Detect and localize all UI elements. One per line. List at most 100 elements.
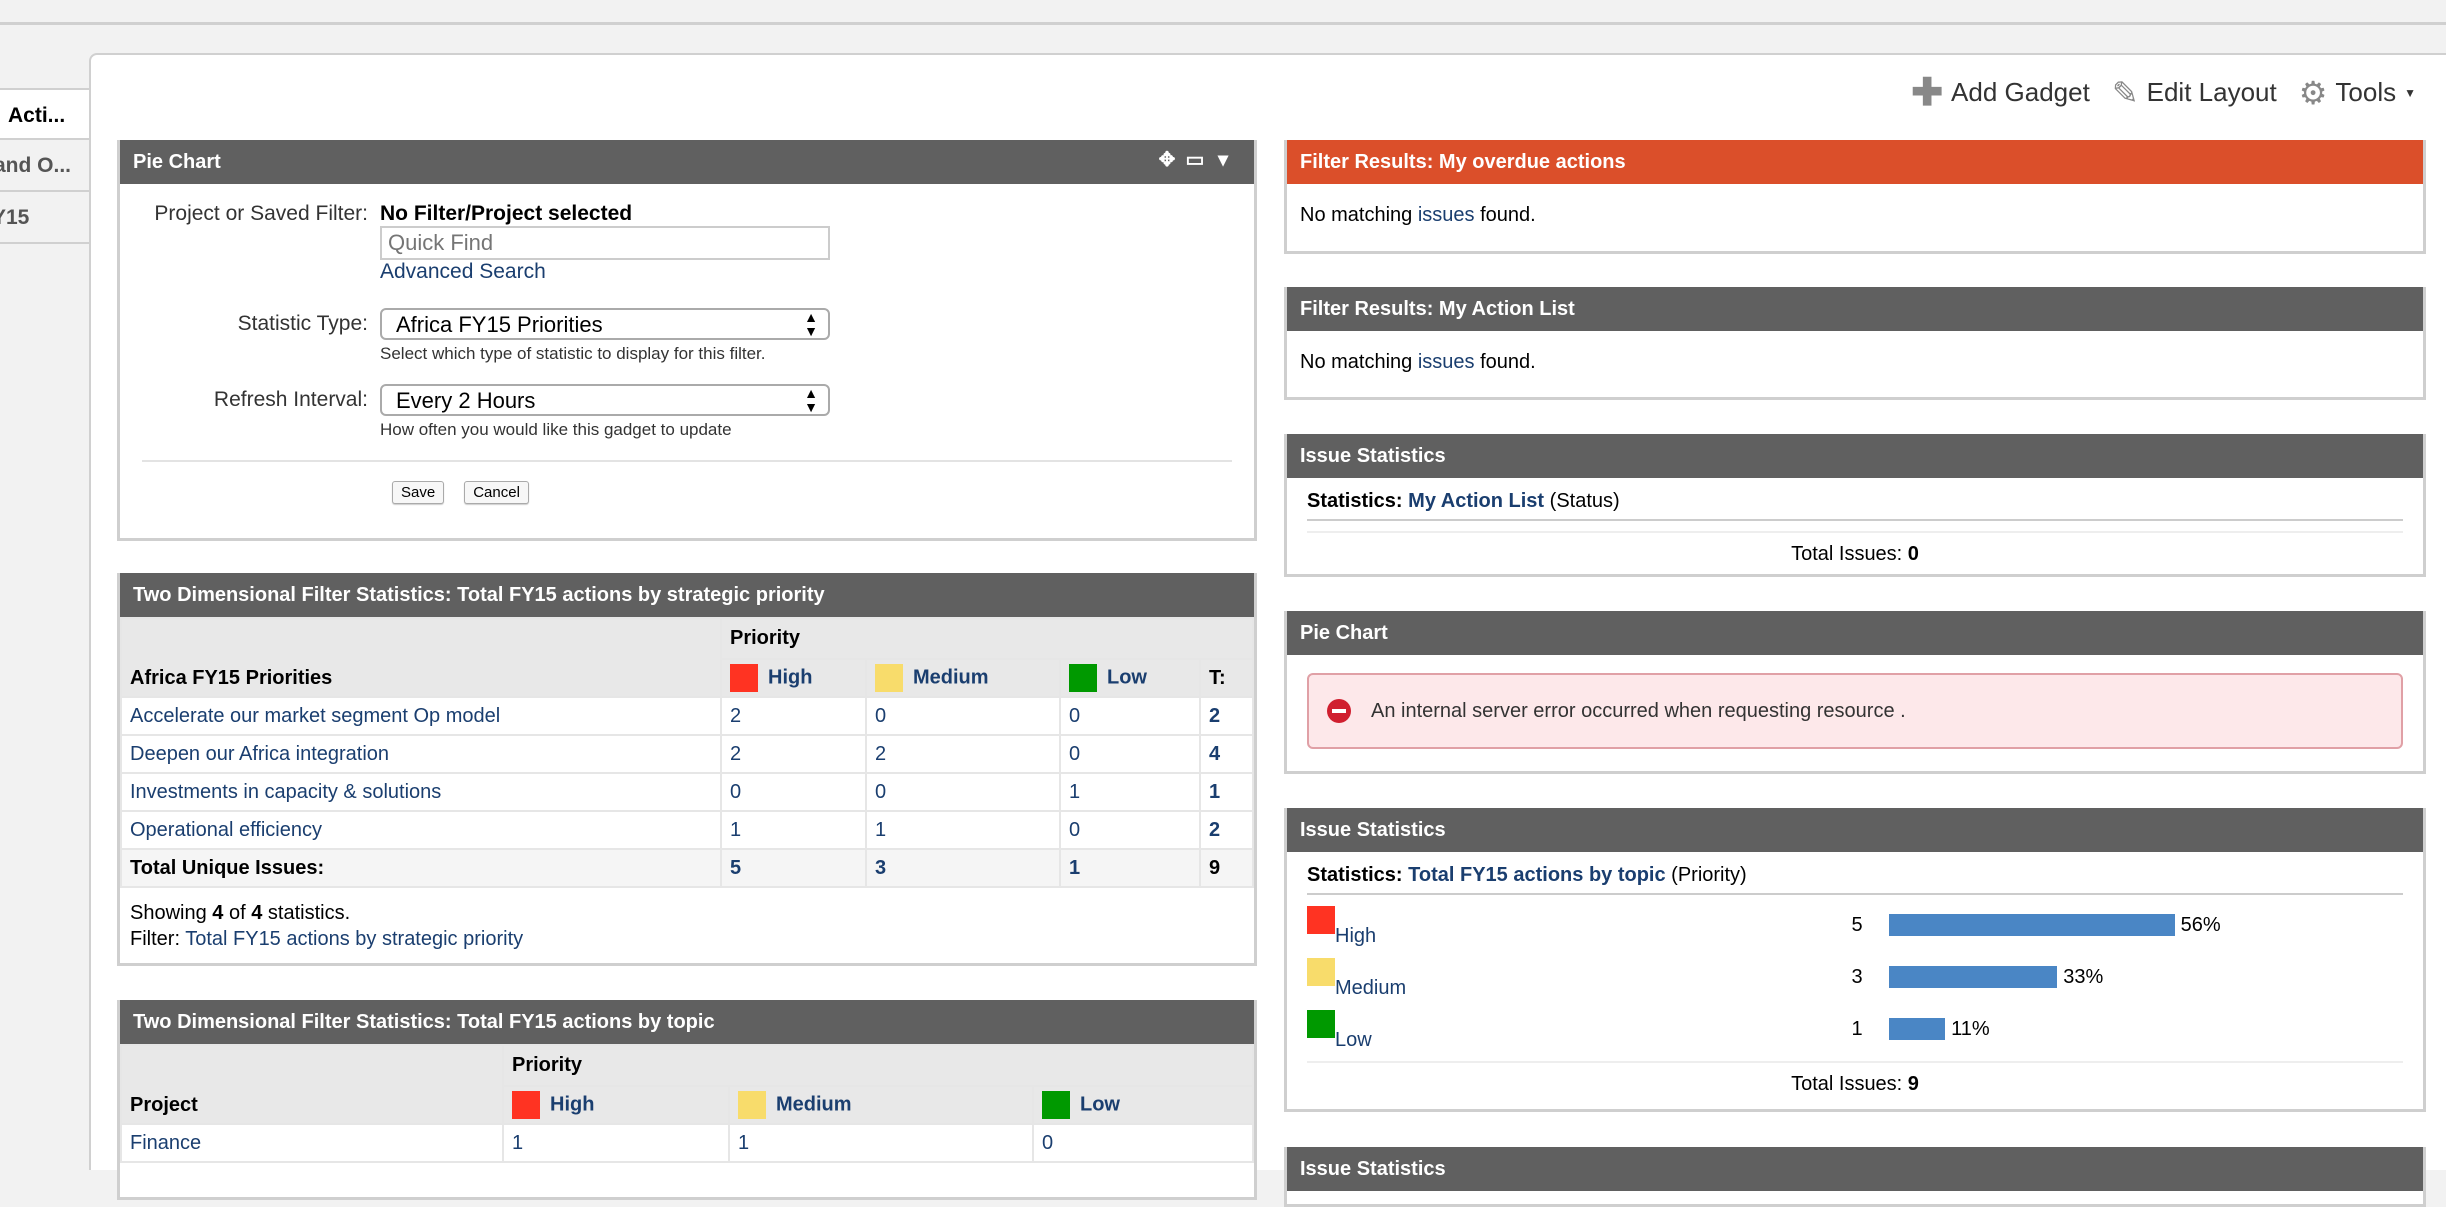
project-label: Project or Saved Filter: (154, 202, 368, 225)
col-high[interactable]: High (502, 1085, 730, 1125)
menu-dropdown-icon[interactable]: ▾ (1217, 149, 1229, 171)
cell-value[interactable]: 4 (1199, 734, 1254, 774)
two-dimensional-stats-topic-gadget: Two Dimensional Filter Statistics: Total… (117, 1000, 1257, 1200)
total-issues: Total Issues: 9 (1307, 1061, 2403, 1106)
priority-link[interactable]: Medium (1335, 977, 1407, 999)
quick-find-input[interactable] (380, 226, 830, 260)
cell-value[interactable]: 0 (1032, 1123, 1254, 1163)
no-results-message: No matching issues found. (1300, 204, 1536, 226)
tab-actions[interactable]: Acti... (0, 88, 93, 140)
project-value: No Filter/Project selected (380, 202, 633, 225)
row-label[interactable]: Accelerate our market segment Op model (120, 696, 722, 736)
gadget-header: Filter Results: My Action List (1287, 287, 2423, 331)
row-label-link[interactable]: Accelerate our market segment Op model (130, 704, 501, 727)
cell-value[interactable]: 0 (1059, 734, 1201, 774)
issue-statistics-priority-gadget: Issue Statistics Statistics: Total FY15 … (1284, 808, 2426, 1112)
row-header: Africa FY15 Priorities (120, 617, 722, 698)
stat-count: 3 (1851, 965, 1863, 988)
col-high[interactable]: High (720, 658, 867, 698)
edit-layout-label: Edit Layout (2146, 77, 2277, 107)
cell-value[interactable]: 0 (720, 772, 867, 812)
cell-value[interactable]: 2 (865, 734, 1061, 774)
row-label-link[interactable]: Investments in capacity & solutions (130, 780, 442, 803)
high-swatch (730, 664, 758, 692)
col-low[interactable]: Low (1032, 1085, 1254, 1125)
priority-link[interactable]: Low (1335, 1029, 1372, 1051)
row-label[interactable]: Operational efficiency (120, 810, 722, 850)
total-value[interactable]: 5 (720, 848, 867, 888)
row-label-link[interactable]: Finance (130, 1131, 202, 1154)
col-medium-link[interactable]: Medium (776, 1093, 852, 1116)
move-icon[interactable]: ✥ (1158, 149, 1176, 171)
cell-value[interactable]: 1 (865, 810, 1061, 850)
cell-value[interactable]: 1 (728, 1123, 1034, 1163)
row-label-link[interactable]: Deepen our Africa integration (130, 742, 390, 765)
tools-label: Tools (2335, 77, 2397, 107)
statistic-type-value: Africa FY15 Priorities (396, 312, 603, 337)
total-value[interactable]: 1 (1059, 848, 1201, 888)
cell-value[interactable]: 1 (720, 810, 867, 850)
issues-link[interactable]: issues (1417, 351, 1475, 373)
stats-table: Africa FY15 Priorities Priority High Medi… (120, 617, 1254, 888)
edit-layout-button[interactable]: ✎ Edit Layout (2112, 74, 2277, 112)
refresh-interval-select[interactable]: Every 2 Hours ▲ ▼ (380, 384, 830, 416)
filter-text: Filter: Total FY15 actions by strategic … (130, 928, 524, 950)
pie-chart-config-gadget: Pie Chart ✥ ▭ ▾ Project or Saved Filter: N… (117, 140, 1257, 541)
gear-icon: ⚙ (2298, 74, 2328, 111)
cell-value[interactable]: 0 (865, 772, 1061, 812)
col-low[interactable]: Low (1059, 658, 1201, 698)
statistic-type-select[interactable]: Africa FY15 Priorities ▲ ▼ (380, 308, 830, 340)
cell-value[interactable]: 2 (1199, 696, 1254, 736)
group-header: Priority (502, 1044, 1254, 1087)
table-row: Finance 1 1 0 (120, 1123, 1254, 1163)
cancel-button[interactable]: Cancel (464, 481, 529, 504)
low-swatch (1069, 664, 1097, 692)
col-low-link[interactable]: Low (1080, 1093, 1120, 1116)
col-high-link[interactable]: High (550, 1093, 595, 1116)
col-medium-link[interactable]: Medium (913, 666, 989, 689)
stat-percent: 11% (1951, 1017, 1990, 1040)
high-swatch (512, 1091, 540, 1119)
pie-chart-error-gadget: Pie Chart An internal server error occur… (1284, 611, 2426, 774)
cell-value[interactable]: 1 (1199, 772, 1254, 812)
row-label[interactable]: Deepen our Africa integration (120, 734, 722, 774)
stats-table: Project Priority High Medium Low Finance 1… (120, 1044, 1254, 1163)
priority-link[interactable]: High (1335, 925, 1377, 947)
cell-value[interactable]: 0 (865, 696, 1061, 736)
save-button[interactable]: Save (392, 481, 445, 504)
col-high-link[interactable]: High (768, 666, 813, 689)
advanced-search-link[interactable]: Advanced Search (380, 260, 546, 283)
maximize-icon[interactable]: ▭ (1185, 149, 1205, 171)
issue-statistics-gadget-3: Issue Statistics (1284, 1147, 2426, 1207)
tab-and-o[interactable]: and O... (0, 140, 89, 192)
refresh-interval-value: Every 2 Hours (396, 388, 536, 413)
cell-value[interactable]: 1 (1059, 772, 1201, 812)
cell-value[interactable]: 2 (1199, 810, 1254, 850)
statistics-filter-link[interactable]: Total FY15 actions by topic (1408, 864, 1666, 886)
statistics-filter-link[interactable]: My Action List (1408, 490, 1545, 512)
row-label-link[interactable]: Operational efficiency (130, 818, 322, 841)
col-medium[interactable]: Medium (728, 1085, 1034, 1125)
cell-value[interactable]: 2 (720, 734, 867, 774)
cell-value[interactable]: 1 (502, 1123, 730, 1163)
add-gadget-button[interactable]: ✚ Add Gadget (1911, 70, 2090, 115)
total-value[interactable]: 3 (865, 848, 1061, 888)
gadget-header: Issue Statistics (1287, 434, 2423, 478)
row-label[interactable]: Investments in capacity & solutions (120, 772, 722, 812)
col-low-link[interactable]: Low (1107, 666, 1147, 689)
tab-fy15[interactable]: Y15 (0, 192, 89, 244)
priority-swatch (1307, 1010, 1335, 1038)
row-label[interactable]: Finance (120, 1123, 504, 1163)
overdue-actions-gadget: Filter Results: My overdue actions No ma… (1284, 140, 2426, 254)
cell-value[interactable]: 0 (1059, 810, 1201, 850)
statistic-type-label: Statistic Type: (237, 312, 368, 335)
cell-value[interactable]: 0 (1059, 696, 1201, 736)
tools-menu[interactable]: ⚙ Tools ▼ (2299, 74, 2416, 112)
showing-text: Showing 4 of 4 statistics. (130, 902, 351, 924)
cell-value[interactable]: 2 (720, 696, 867, 736)
issues-link[interactable]: issues (1417, 204, 1475, 226)
stat-count: 5 (1851, 913, 1863, 936)
col-medium[interactable]: Medium (865, 658, 1061, 698)
filter-link[interactable]: Total FY15 actions by strategic priority (185, 928, 524, 950)
gadget-header: Two Dimensional Filter Statistics: Total… (120, 573, 1254, 617)
